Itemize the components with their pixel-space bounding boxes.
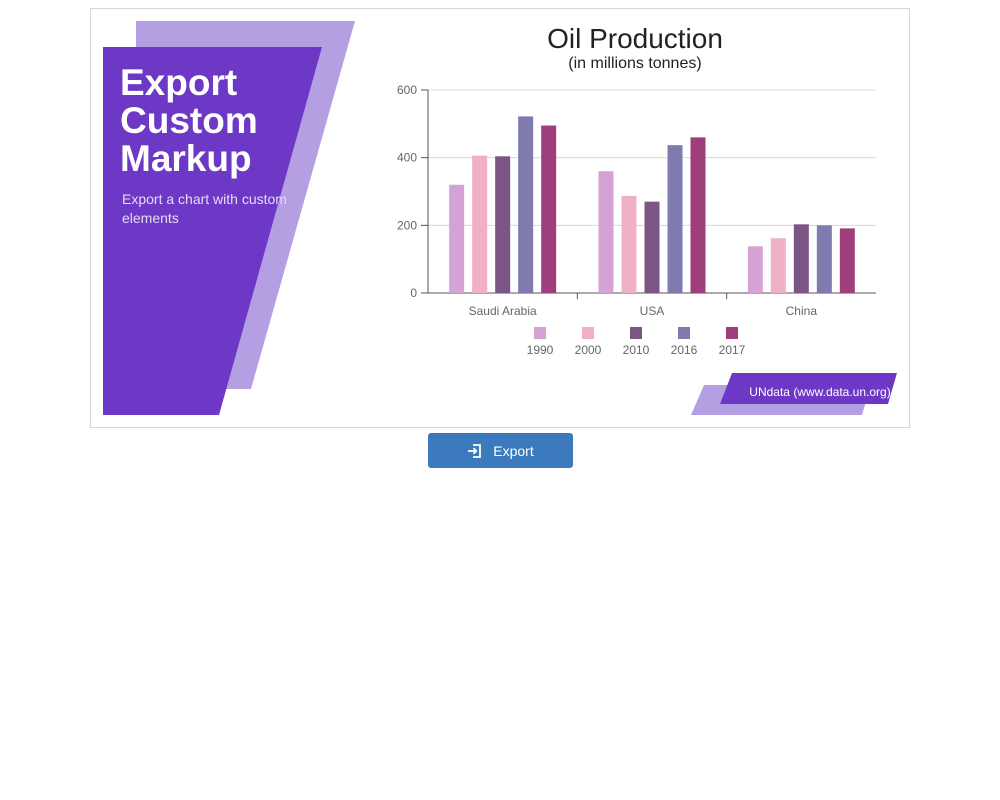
bar-chart: 0 200 400 600 Saudi Arabia USA China 1990 2000 20… [397,83,876,357]
bar [747,246,763,293]
x-tick-label: China [786,304,818,318]
legend-label: 1990 [527,343,554,357]
promo-subtitle: Export a chart with custom elements [122,191,287,226]
promo-panel: Export Custom Markup Export a chart with… [120,64,290,228]
promo-title: Export Custom Markup [120,62,258,179]
decorative-background [103,21,897,415]
promo-shape-front [103,47,322,415]
bar [644,201,660,293]
bar [816,225,832,293]
chart-title: Oil Production [547,23,723,54]
y-tick-label: 0 [410,286,417,300]
x-tick-label: USA [640,304,665,318]
bar [495,156,511,293]
y-tick-label: 600 [397,83,417,97]
source-label[interactable]: UNdata (www.data.un.org) [749,385,891,399]
export-button[interactable]: Export [428,433,573,468]
x-tick-label: Saudi Arabia [469,304,537,318]
y-tick-label: 200 [397,218,417,232]
chart-subtitle: (in millions tonnes) [568,55,702,72]
export-button-label: Export [493,442,534,459]
chart-container: Export Custom Markup Export a chart with… [90,8,910,428]
bar [621,195,637,293]
export-icon [467,443,483,459]
bar [667,145,683,293]
legend-label: 2017 [719,343,746,357]
legend-swatch [582,327,594,339]
legend-label: 2010 [623,343,650,357]
source-shape-front [720,373,897,404]
bar [541,125,557,294]
legend-label: 2000 [575,343,602,357]
bar [770,238,786,293]
bar [793,224,809,293]
bar [472,155,488,293]
y-tick-label: 400 [397,151,417,165]
bar [690,137,706,293]
bar [518,116,534,293]
legend-swatch [726,327,738,339]
bar [449,184,465,293]
legend-swatch [630,327,642,339]
legend-swatch [534,327,546,339]
bar [598,171,614,293]
legend-swatch [678,327,690,339]
legend-label: 2016 [671,343,698,357]
bar [839,228,855,293]
